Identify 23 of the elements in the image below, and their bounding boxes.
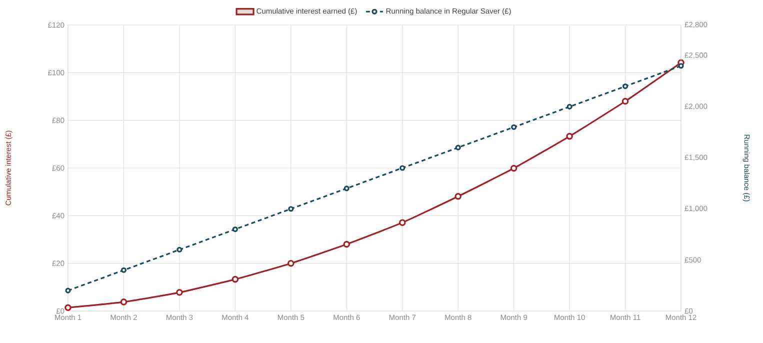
point: [120, 298, 128, 306]
point: [566, 104, 572, 110]
point: [288, 206, 294, 212]
point: [64, 304, 72, 312]
point: [398, 219, 406, 226]
point: [232, 276, 239, 283]
point: [511, 124, 517, 130]
point: [65, 288, 71, 294]
point: [454, 192, 462, 200]
point: [455, 144, 461, 150]
point: [232, 226, 238, 232]
point: [344, 186, 350, 192]
point: [176, 289, 183, 296]
point: [400, 165, 406, 171]
point: [288, 260, 294, 267]
point: [622, 83, 628, 90]
point: [622, 98, 629, 105]
point: [176, 246, 182, 253]
point: [678, 63, 684, 69]
point: [566, 132, 573, 140]
point: [510, 164, 518, 172]
point: [343, 240, 350, 248]
point: [120, 267, 127, 273]
